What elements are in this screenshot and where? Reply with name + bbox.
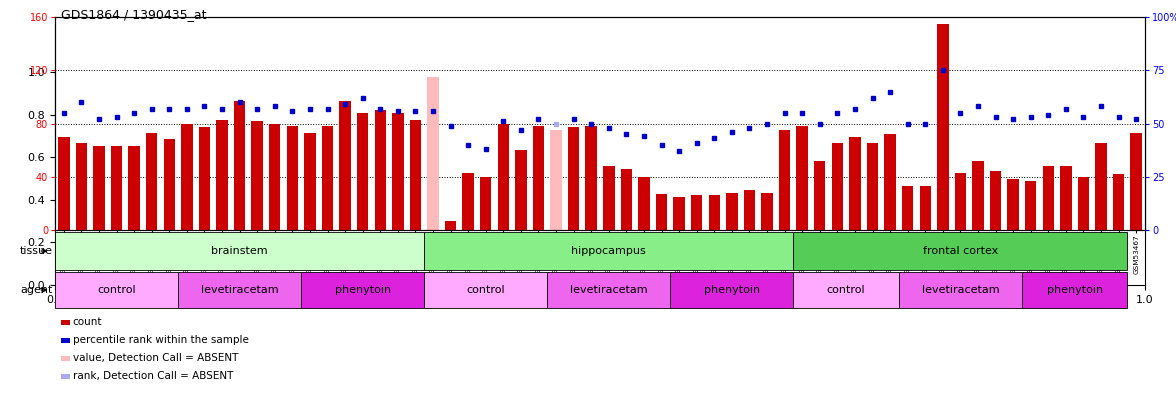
Bar — [674, 197, 684, 230]
Bar — [603, 166, 615, 230]
Bar — [462, 173, 474, 230]
Text: phenytoin: phenytoin — [335, 285, 390, 295]
Text: phenytoin: phenytoin — [703, 285, 760, 295]
Bar — [269, 124, 280, 230]
Bar — [670, 272, 794, 308]
Bar — [55, 272, 178, 308]
Bar — [621, 169, 632, 230]
Bar — [709, 195, 720, 230]
Bar — [1008, 179, 1018, 230]
Bar — [1130, 133, 1142, 230]
Bar — [656, 194, 667, 230]
Text: control: control — [98, 285, 136, 295]
Bar — [340, 101, 350, 230]
Bar — [761, 193, 773, 230]
Bar — [898, 272, 1022, 308]
Bar — [305, 133, 315, 230]
Bar — [358, 113, 368, 230]
Bar — [128, 146, 140, 230]
Bar — [216, 119, 228, 230]
Text: phenytoin: phenytoin — [1047, 285, 1103, 295]
Text: tissue: tissue — [20, 246, 53, 256]
Bar — [75, 143, 87, 230]
Text: hippocampus: hippocampus — [572, 246, 646, 256]
Bar — [445, 221, 456, 230]
Bar — [743, 190, 755, 230]
Bar — [61, 374, 71, 379]
Bar — [1025, 181, 1036, 230]
Bar — [301, 272, 425, 308]
Bar — [1112, 174, 1124, 230]
Bar — [497, 124, 509, 230]
Bar — [586, 126, 597, 230]
Text: percentile rank within the sample: percentile rank within the sample — [73, 335, 248, 345]
Bar — [61, 338, 71, 343]
Bar — [480, 177, 492, 230]
Bar — [61, 356, 71, 360]
Bar — [374, 110, 386, 230]
Text: levetiracetam: levetiracetam — [570, 285, 648, 295]
Bar — [392, 113, 403, 230]
Bar — [639, 177, 649, 230]
Bar — [973, 161, 983, 230]
Bar — [111, 146, 122, 230]
Bar — [568, 128, 580, 230]
Bar — [550, 130, 562, 230]
Text: GDS1864 / 1390435_at: GDS1864 / 1390435_at — [61, 8, 206, 21]
Bar — [1043, 166, 1054, 230]
Bar — [990, 171, 1001, 230]
Text: control: control — [467, 285, 505, 295]
Bar — [425, 232, 794, 270]
Bar — [796, 126, 808, 230]
Text: value, Detection Call = ABSENT: value, Detection Call = ABSENT — [73, 353, 238, 363]
Bar — [794, 232, 1128, 270]
Bar — [814, 161, 826, 230]
Bar — [61, 320, 71, 325]
Bar — [181, 124, 193, 230]
Bar — [515, 150, 527, 230]
Text: levetiracetam: levetiracetam — [922, 285, 1000, 295]
Bar — [779, 130, 790, 230]
Bar — [867, 143, 878, 230]
Text: agent: agent — [20, 285, 53, 295]
Bar — [831, 143, 843, 230]
Bar — [902, 186, 914, 230]
Bar — [1022, 272, 1128, 308]
Bar — [884, 134, 896, 230]
Text: control: control — [827, 285, 866, 295]
Bar — [1077, 177, 1089, 230]
Text: rank, Detection Call = ABSENT: rank, Detection Call = ABSENT — [73, 371, 233, 381]
Bar — [146, 133, 158, 230]
Bar — [55, 232, 425, 270]
Text: brainstem: brainstem — [212, 246, 268, 256]
Bar — [322, 126, 333, 230]
Bar — [93, 146, 105, 230]
Bar — [427, 77, 439, 230]
Text: frontal cortex: frontal cortex — [923, 246, 998, 256]
Bar — [849, 137, 861, 230]
Bar — [1095, 143, 1107, 230]
Bar — [920, 186, 931, 230]
Bar — [726, 193, 737, 230]
Bar — [252, 121, 263, 230]
Bar — [794, 272, 898, 308]
Text: levetiracetam: levetiracetam — [201, 285, 279, 295]
Bar — [163, 139, 175, 230]
Bar — [533, 126, 544, 230]
Bar — [199, 128, 211, 230]
Bar — [58, 137, 69, 230]
Bar — [287, 126, 298, 230]
Text: count: count — [73, 317, 102, 327]
Bar — [234, 101, 246, 230]
Bar — [547, 272, 670, 308]
Bar — [178, 272, 301, 308]
Bar — [955, 173, 967, 230]
Bar — [409, 119, 421, 230]
Bar — [691, 195, 702, 230]
Bar — [1061, 166, 1071, 230]
Bar — [425, 272, 547, 308]
Bar — [937, 23, 949, 230]
